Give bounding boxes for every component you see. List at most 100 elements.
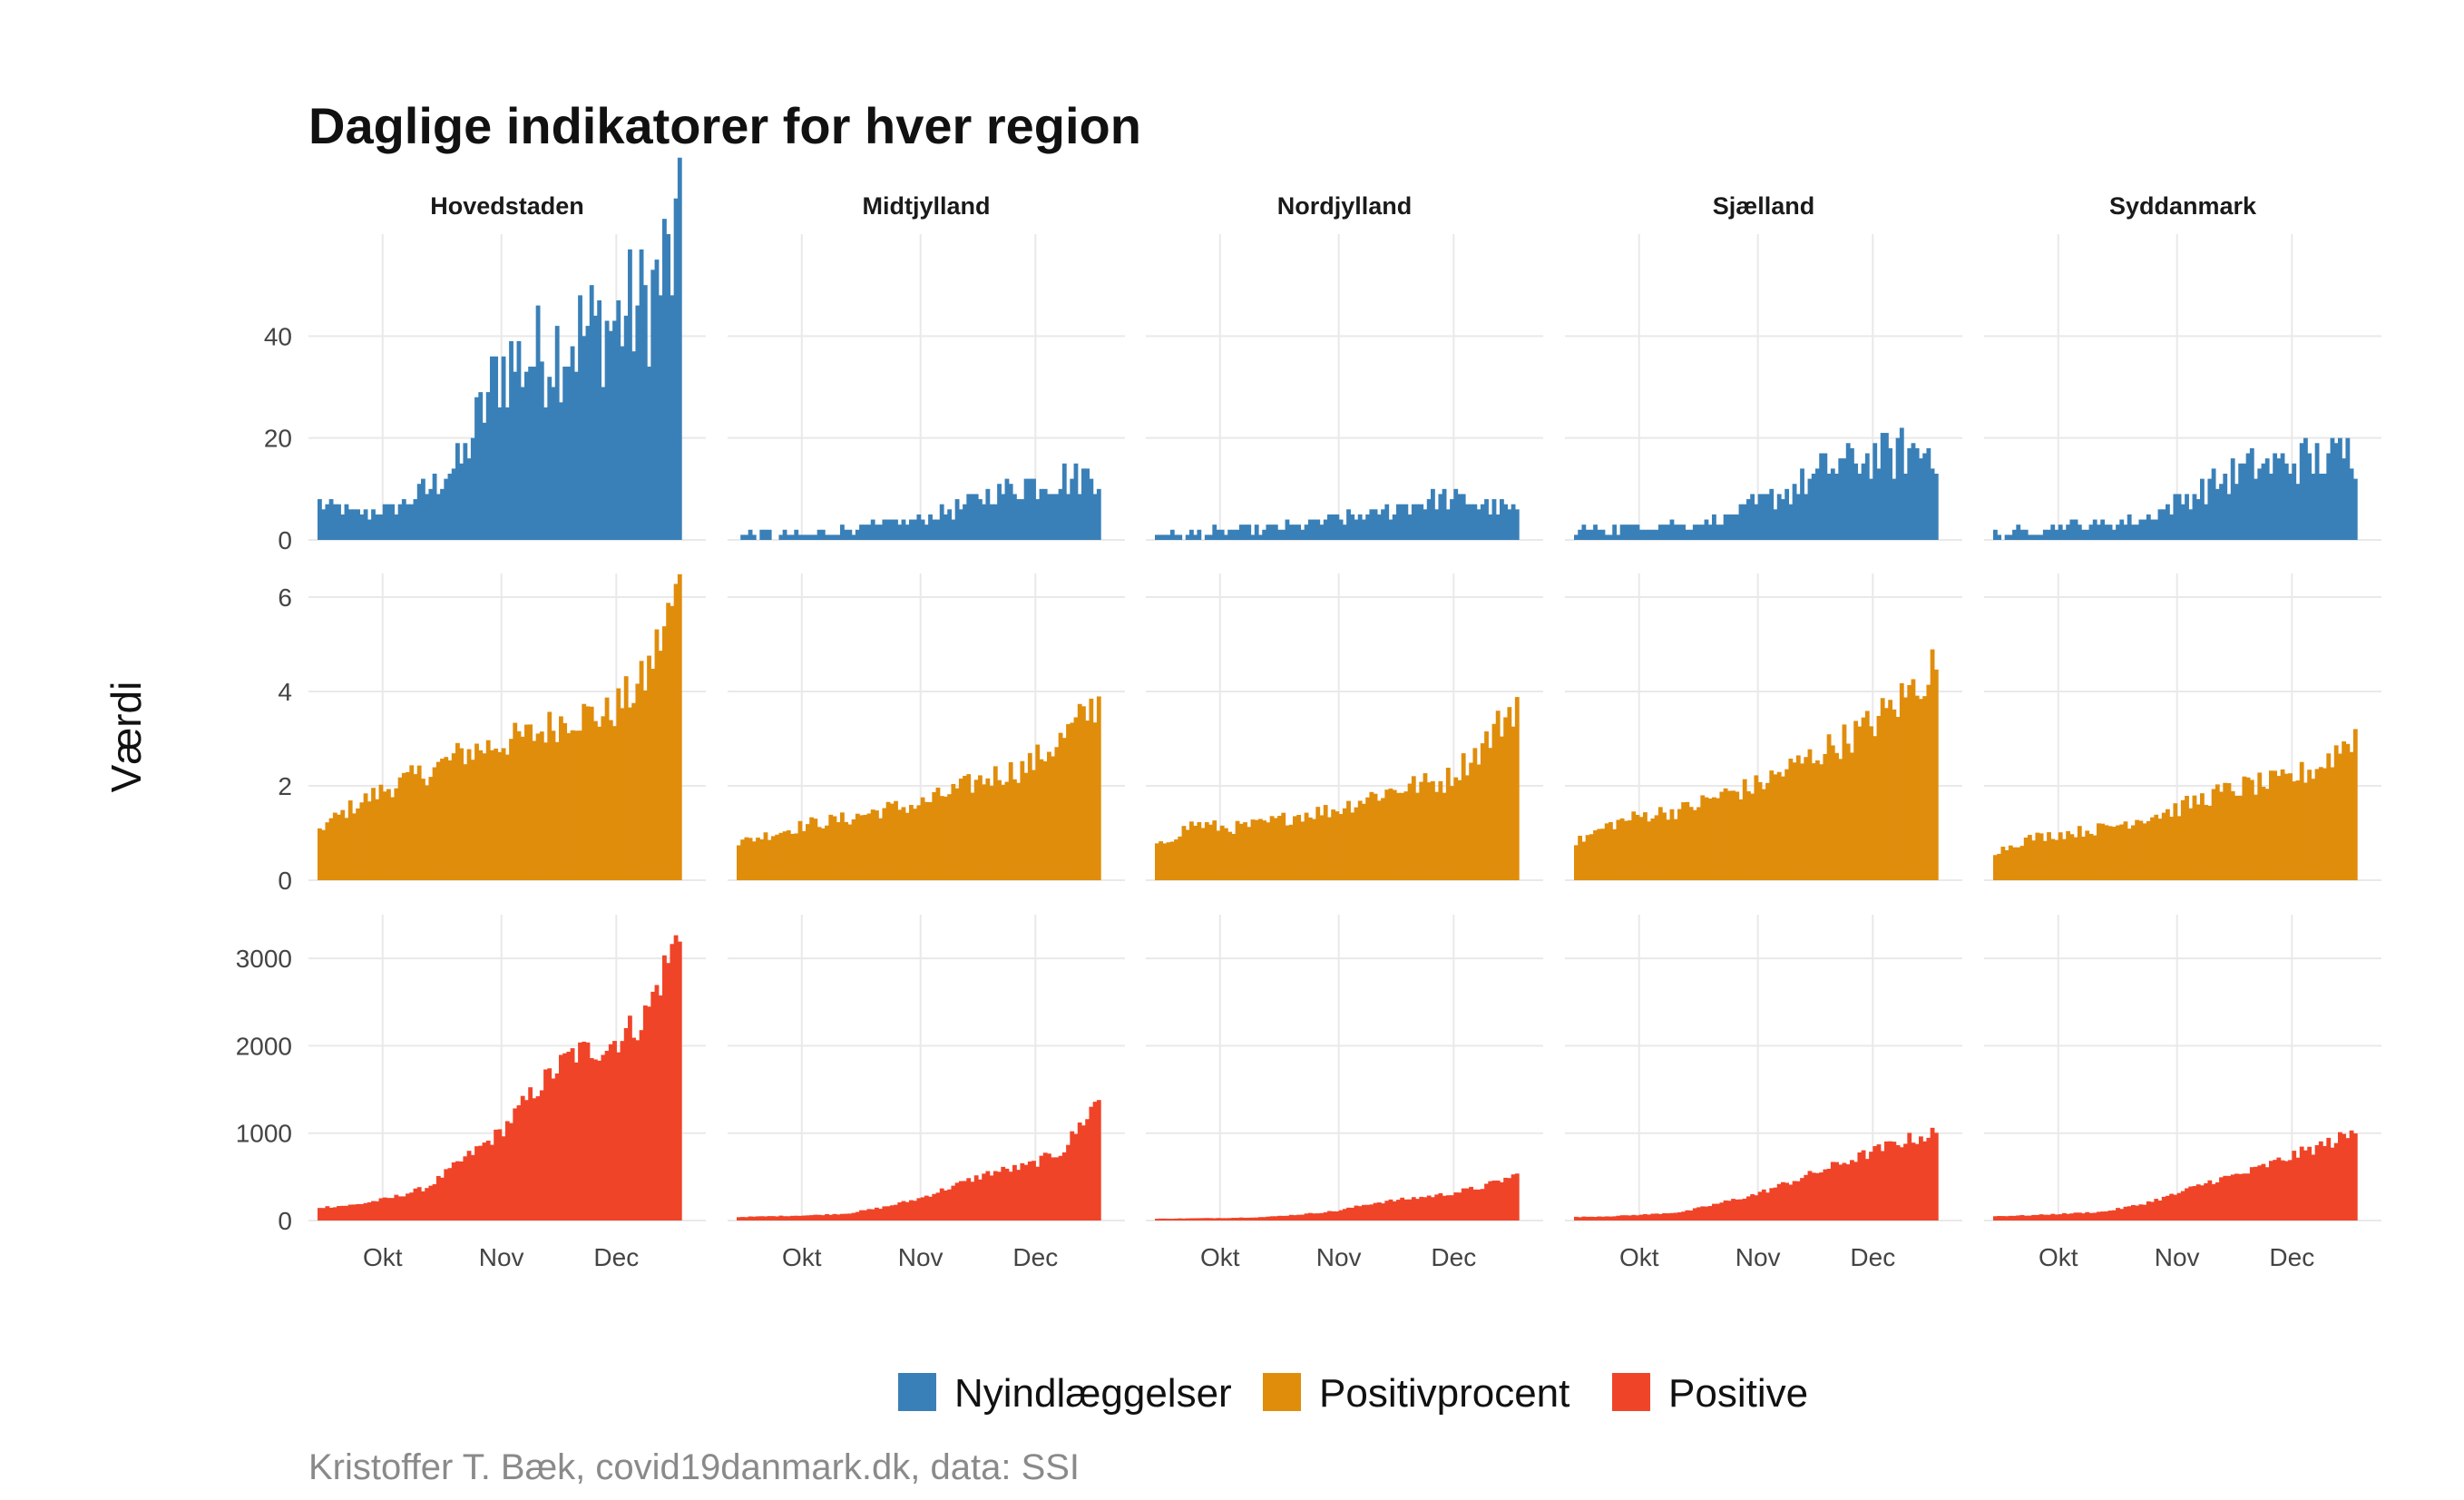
bar — [642, 1005, 648, 1221]
bar — [2000, 1216, 2006, 1221]
bar — [2338, 437, 2342, 540]
bar — [1861, 1150, 1866, 1221]
x-tick-label: Nov — [479, 1243, 524, 1271]
bar — [1200, 1218, 1206, 1221]
bar — [970, 792, 975, 880]
bar — [1600, 828, 1606, 880]
bar — [1688, 1210, 1694, 1221]
bar — [444, 757, 449, 880]
bar — [1788, 1184, 1794, 1221]
bar — [1700, 525, 1706, 540]
bar — [1757, 494, 1763, 540]
bar — [1469, 762, 1474, 880]
bar — [1616, 819, 1621, 880]
bar — [1830, 1162, 1835, 1221]
bar — [1781, 499, 1785, 540]
bar — [490, 356, 494, 540]
bar — [1312, 1213, 1316, 1221]
bar — [382, 1197, 387, 1221]
bar — [2211, 789, 2216, 880]
legend-key-positive — [1612, 1373, 1650, 1411]
bar — [1638, 529, 1644, 540]
bar — [2314, 1144, 2320, 1221]
bar — [2352, 1133, 2358, 1221]
bar — [1250, 534, 1256, 540]
bar — [378, 514, 384, 540]
bar — [1884, 433, 1889, 540]
bar — [1707, 525, 1713, 540]
bar — [1635, 525, 1640, 540]
bar — [1491, 499, 1497, 540]
bar — [2188, 808, 2194, 880]
bar — [597, 726, 602, 880]
bar — [1307, 519, 1313, 540]
bar — [863, 525, 868, 540]
bar — [1016, 1170, 1022, 1221]
bar — [1895, 717, 1901, 880]
bar — [1647, 529, 1652, 540]
bar — [1085, 721, 1090, 880]
bar — [767, 839, 772, 880]
bar — [2023, 1215, 2029, 1221]
bar — [2264, 1167, 2270, 1221]
bar — [1219, 529, 1225, 540]
bar — [1688, 529, 1694, 540]
bar — [421, 1191, 425, 1221]
bar — [885, 1206, 891, 1221]
bar — [1792, 484, 1797, 540]
bar — [2035, 534, 2040, 540]
bar — [2111, 529, 2117, 540]
bar — [1811, 473, 1816, 540]
bar — [1903, 473, 1908, 540]
bar — [1726, 1201, 1732, 1221]
bar — [1754, 504, 1759, 540]
bar — [1773, 774, 1778, 880]
bar — [828, 1214, 834, 1221]
bar — [2127, 1206, 2132, 1221]
bar — [1216, 1218, 1221, 1221]
bar — [1051, 1157, 1056, 1221]
bar — [2119, 1209, 2125, 1221]
bar — [1357, 1206, 1363, 1221]
bar — [1415, 504, 1420, 540]
bar — [801, 830, 807, 880]
bar — [1411, 776, 1416, 880]
bar — [820, 828, 826, 880]
bar — [2242, 776, 2247, 880]
bar — [520, 387, 525, 540]
bar — [2097, 525, 2101, 540]
bar — [1362, 803, 1366, 880]
bar — [1035, 1166, 1041, 1221]
bar — [406, 771, 410, 880]
bar — [409, 1192, 415, 1221]
bar — [813, 819, 818, 880]
bar — [337, 1206, 341, 1221]
bar — [882, 808, 887, 880]
bar — [2333, 443, 2339, 540]
bar — [513, 1108, 518, 1221]
bar — [748, 1216, 753, 1221]
bar — [1746, 499, 1751, 540]
bar — [1431, 1197, 1435, 1221]
bar — [2077, 1212, 2082, 1221]
bar — [939, 796, 944, 880]
bar — [1608, 534, 1613, 540]
bar — [1899, 427, 1904, 540]
bar — [2176, 494, 2182, 540]
bar — [809, 534, 815, 540]
bar — [2081, 529, 2086, 540]
bar — [1266, 1216, 1271, 1221]
bar — [2066, 830, 2071, 880]
bar — [1692, 809, 1697, 880]
bar — [1411, 1197, 1416, 1221]
bar — [1754, 1195, 1759, 1221]
bar — [1612, 828, 1618, 880]
bar — [825, 534, 829, 540]
bar — [1807, 478, 1813, 540]
bar — [844, 821, 849, 880]
bar — [642, 690, 648, 880]
bar — [2299, 761, 2304, 880]
bar — [1089, 1106, 1094, 1221]
bar — [2188, 1186, 2194, 1221]
bar — [1346, 509, 1351, 540]
